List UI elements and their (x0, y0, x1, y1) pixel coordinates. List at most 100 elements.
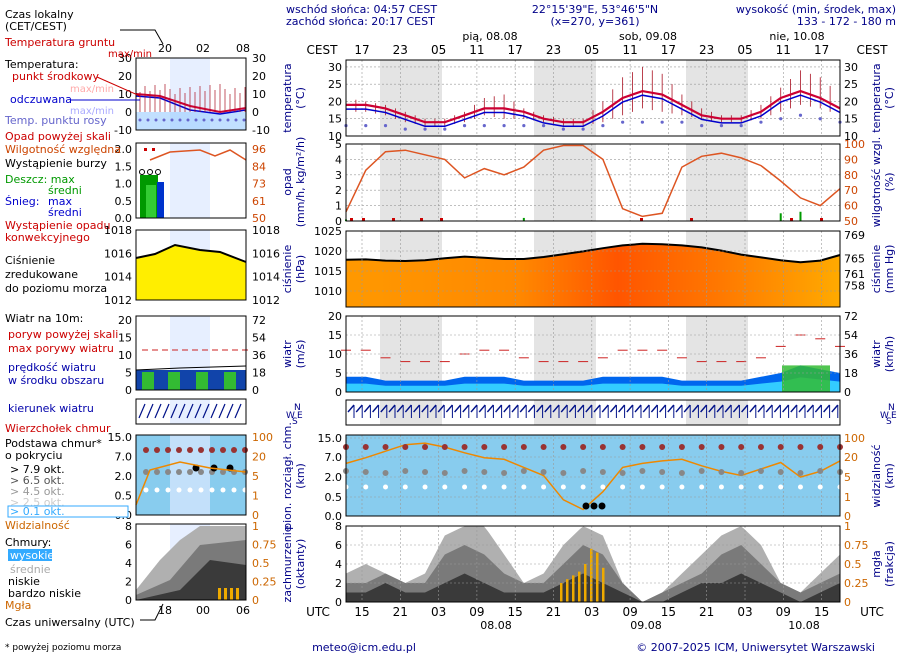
legend-text: o pokryciu (5, 449, 62, 462)
storm-marker (440, 218, 443, 221)
dewpoint-dot (660, 120, 664, 124)
cest-axis: CEST CEST 17 23 05 11 17 23 05 11 17 23 05 11 17 pią… (307, 30, 889, 57)
dewpoint-dot (759, 120, 763, 124)
cloud-top-dot (540, 444, 547, 450)
axis-label: (m/s) (294, 340, 307, 369)
cloud-base-dot (659, 469, 666, 475)
legend-wind-arrow (146, 403, 154, 419)
legend-text: > 7.9 okt. (10, 463, 65, 476)
wind-arrow (470, 404, 478, 413)
cloud-base-dot (441, 470, 448, 476)
legend-text: 1014 (104, 271, 132, 284)
cloud-base-dot (382, 470, 389, 476)
cest-tick: 17 (661, 43, 676, 57)
dewpoint-dot (542, 124, 546, 128)
legend-text: 18 (252, 367, 266, 380)
wind-arrow (355, 404, 363, 413)
cloud-top-dot (520, 444, 527, 450)
legend-text: > 0.1 okt. (10, 505, 65, 518)
cloud-top-dot (678, 444, 685, 450)
legend-text: 1018 (104, 224, 132, 237)
legend-dew-dot (242, 118, 246, 122)
storm-marker (420, 218, 423, 221)
cloud-top-dot (777, 444, 784, 450)
y-tick-left: 0 (335, 386, 342, 399)
axis-label: widzialność (870, 444, 883, 507)
legend-text: wysokie (10, 549, 54, 562)
cloud-base-dot (698, 468, 705, 474)
cloud-base-dot (560, 470, 567, 476)
night-band (686, 60, 748, 136)
legend-cloud-top (242, 447, 248, 453)
y-tick-right: 36 (844, 348, 858, 361)
panel-background (346, 435, 840, 516)
axis-label: (%) (883, 172, 896, 191)
cloud-base-dot (580, 484, 586, 490)
footer-email[interactable]: meteo@icm.edu.pl (312, 641, 416, 654)
wind-arrow (380, 404, 388, 413)
cloud-base-dot (402, 484, 408, 490)
legend-overflow-mark (144, 148, 147, 151)
day-label-bottom: 10.08 (788, 619, 820, 632)
legend-text: 0 (252, 384, 259, 397)
legend-text: Widzialność (5, 519, 70, 532)
legend-text: 0.0 (115, 212, 133, 225)
utc-tick: 09 (622, 605, 637, 619)
wind-arrow (429, 404, 437, 413)
cloud-top-dot (738, 444, 745, 450)
wind-arrow (568, 404, 576, 413)
cloud-top-dot (422, 444, 429, 450)
utc-label-right: UTC (860, 605, 884, 619)
coords-text: 22°15'39"E, 53°46'5"N (532, 3, 658, 16)
cloud-base-dot (738, 470, 745, 476)
cloud-base-dot (580, 468, 587, 474)
cloud-base-dot (639, 484, 645, 490)
legend-text: 1014 (252, 271, 280, 284)
legend-pointer (96, 76, 141, 97)
wind-arrow (749, 404, 757, 413)
legend-cloud-base (198, 469, 204, 475)
legend-text: kierunek wiatru (8, 402, 94, 415)
cloud-base-dot (639, 468, 646, 474)
wind-arrow (757, 404, 765, 413)
legend-wind-arrow (178, 403, 186, 419)
legend-text: max/min (70, 84, 114, 95)
y-tick-right: 100 (844, 432, 865, 445)
axis-label: wiatr (281, 340, 294, 368)
legend-text: 84 (252, 160, 266, 173)
legend-text: prędkość wiatru (8, 361, 96, 374)
legend-text: 0 (125, 384, 132, 397)
legend-wind-arrow (138, 403, 146, 419)
cloud-base-dot (540, 469, 547, 475)
legend-cloud-top (176, 447, 182, 453)
fog-bar (602, 567, 605, 602)
axis-label: (frakcja) (883, 541, 896, 587)
legend-text: Chmury: (5, 536, 51, 549)
legend-text: 72 (252, 314, 266, 327)
legend-text: 100 (252, 431, 273, 444)
day-label-bottom: 08.08 (480, 619, 512, 632)
dewpoint-dot (621, 120, 625, 124)
axis-label: opad (281, 168, 294, 195)
axis-label: pion. rozciągł. chm. (281, 422, 294, 530)
wind-arrow (396, 404, 404, 413)
legend-text: 20 (252, 451, 266, 464)
legend-text: Temperatura gruntu (4, 36, 115, 49)
pressure-line (345, 242, 841, 264)
low-cloud-dot (582, 502, 590, 510)
wind-arrow (544, 404, 552, 413)
y-tick-left: 4 (335, 558, 342, 571)
wind-arrow (527, 404, 535, 413)
wind-arrow (790, 404, 798, 413)
wind-arrow (765, 404, 773, 413)
legend-humidity-line (149, 149, 247, 161)
legend-dew-dot (194, 118, 198, 122)
legend-cloud-top (209, 447, 215, 453)
wind-arrow (806, 404, 814, 413)
y-tick-left: 10 (328, 348, 342, 361)
legend-text: Ciśnienie (5, 254, 55, 267)
legend-dew-dot (226, 118, 230, 122)
legend-panel-border (135, 398, 247, 425)
dewpoint-dot (364, 124, 368, 128)
